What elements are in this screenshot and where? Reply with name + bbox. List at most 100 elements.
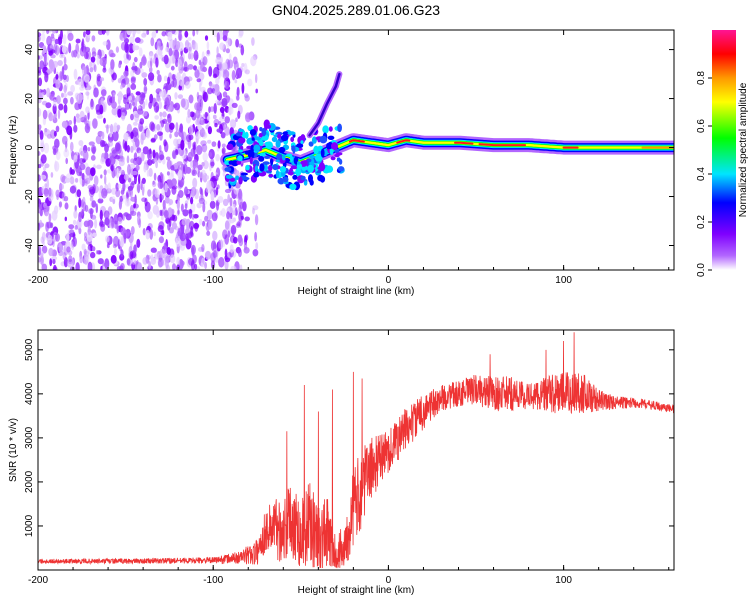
noise-speck: [117, 91, 123, 101]
noise-speck: [255, 88, 258, 94]
noise-speck: [183, 67, 189, 72]
noise-speck: [90, 251, 96, 259]
noise-speck: [196, 202, 202, 209]
noise-speck: [123, 132, 129, 141]
noise-speck: [224, 259, 229, 270]
noise-speck: [102, 266, 106, 270]
noise-speck: [208, 66, 213, 77]
signal-blob: [249, 129, 257, 136]
signal-blob: [303, 180, 308, 186]
signal-blob: [238, 137, 246, 144]
noise-speck: [229, 212, 233, 219]
noise-speck: [65, 157, 68, 165]
noise-speck: [89, 67, 94, 73]
signal-blob: [224, 167, 232, 172]
noise-speck: [101, 89, 107, 97]
noise-speck: [60, 30, 63, 40]
noise-speck: [107, 182, 111, 192]
noise-speck: [99, 104, 104, 115]
noise-speck: [221, 62, 228, 70]
spectrogram-y-tick-label: 0: [24, 144, 35, 150]
noise-speck: [84, 256, 90, 261]
noise-speck: [99, 139, 106, 148]
noise-speck: [50, 49, 56, 54]
noise-speck: [102, 152, 105, 158]
noise-speck: [61, 120, 68, 128]
noise-speck: [129, 204, 135, 216]
noise-speck: [171, 30, 176, 35]
signal-blob: [238, 149, 243, 153]
signal-blob: [320, 148, 325, 158]
noise-speck: [211, 141, 217, 147]
noise-speck: [138, 174, 141, 185]
noise-speck: [143, 78, 148, 86]
noise-speck: [87, 261, 93, 270]
noise-speck: [229, 122, 237, 128]
signal-blob: [229, 177, 236, 182]
noise-speck: [64, 177, 71, 183]
noise-speck: [84, 204, 89, 212]
noise-speck: [217, 196, 224, 203]
noise-speck: [224, 220, 230, 230]
noise-speck: [114, 155, 121, 160]
noise-speck: [136, 265, 143, 270]
noise-speck: [83, 232, 88, 238]
signal-blob: [272, 164, 279, 171]
noise-speck: [216, 128, 222, 133]
noise-speck: [230, 224, 237, 235]
signal-blob: [240, 172, 248, 176]
spectrogram-signal-layer: [220, 71, 674, 191]
noise-speck: [224, 234, 229, 245]
noise-speck: [145, 128, 151, 139]
noise-speck: [50, 62, 56, 72]
noise-speck: [254, 231, 257, 242]
noise-speck: [224, 116, 230, 124]
noise-speck: [47, 234, 53, 245]
noise-speck: [103, 210, 110, 220]
snr-x-tick-label: -100: [203, 575, 223, 586]
noise-speck: [237, 110, 241, 120]
signal-blob: [251, 137, 255, 141]
noise-speck: [238, 30, 244, 37]
signal-blob: [300, 175, 306, 181]
noise-speck: [100, 98, 104, 105]
noise-speck: [38, 174, 41, 182]
noise-speck: [148, 53, 155, 62]
noise-speck: [120, 112, 126, 120]
signal-blob: [240, 145, 244, 150]
noise-speck: [85, 166, 92, 176]
noise-speck: [43, 188, 49, 197]
noise-speck: [78, 147, 84, 155]
noise-speck: [200, 118, 205, 126]
signal-blob: [307, 164, 314, 173]
noise-speck: [62, 74, 67, 81]
noise-speck: [89, 99, 95, 110]
signal-blob: [300, 134, 306, 142]
noise-speck: [158, 150, 164, 161]
noise-speck: [196, 30, 199, 35]
noise-speck: [197, 66, 201, 71]
noise-speck: [238, 33, 243, 38]
noise-speck: [69, 266, 75, 270]
noise-speck: [41, 231, 46, 242]
noise-speck: [78, 158, 85, 164]
noise-speck: [102, 190, 108, 197]
noise-speck: [91, 246, 96, 252]
noise-speck: [154, 188, 160, 198]
noise-speck: [147, 211, 153, 220]
noise-speck: [76, 53, 80, 59]
noise-speck: [70, 96, 74, 105]
noise-speck: [57, 109, 61, 120]
noise-speck: [140, 134, 144, 145]
noise-speck: [126, 258, 131, 266]
noise-speck: [202, 220, 206, 227]
signal-blob: [291, 145, 296, 152]
spectrogram-x-label: Height of straight line (km): [298, 286, 415, 297]
noise-speck: [44, 183, 48, 189]
noise-speck: [241, 63, 245, 67]
noise-speck: [105, 235, 110, 243]
noise-speck: [229, 197, 233, 207]
noise-speck: [38, 107, 42, 117]
signal-blob: [280, 134, 289, 142]
noise-speck: [215, 99, 220, 104]
